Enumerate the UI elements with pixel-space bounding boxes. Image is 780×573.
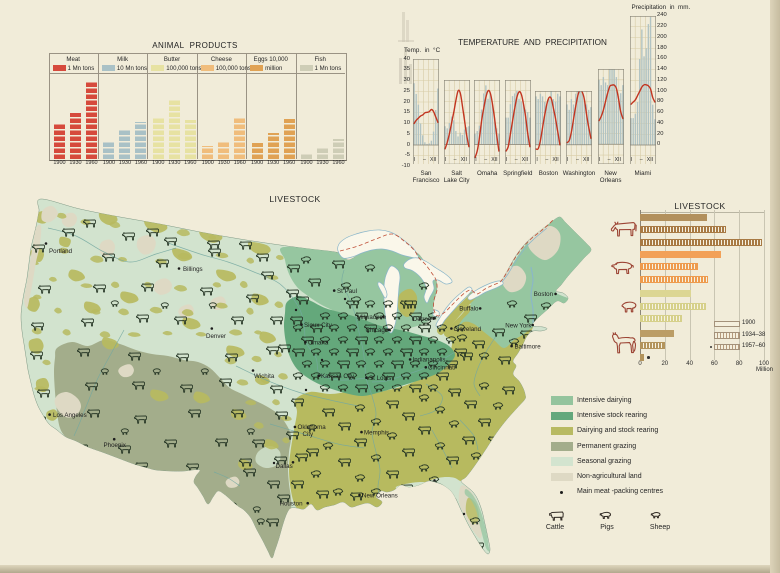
svg-text:Kansas City: Kansas City <box>321 373 355 380</box>
svg-text:Phoenix: Phoenix <box>104 442 127 449</box>
svg-text:Milwaukee: Milwaukee <box>357 314 387 321</box>
svg-text:Billings: Billings <box>183 266 203 273</box>
svg-text:Portland: Portland <box>49 248 73 255</box>
svg-text:Chicago: Chicago <box>366 327 389 334</box>
svg-text:Cleveland: Cleveland <box>454 326 482 333</box>
svg-text:Denver: Denver <box>206 333 226 340</box>
svg-text:Cincinnati: Cincinnati <box>428 365 455 372</box>
svg-text:Oklahoma: Oklahoma <box>298 424 327 431</box>
svg-text:Dallas: Dallas <box>276 463 293 470</box>
svg-text:New York: New York <box>505 322 532 329</box>
svg-text:St Paul: St Paul <box>337 288 357 295</box>
svg-text:Buffalo: Buffalo <box>459 306 479 313</box>
svg-text:Indianapolis: Indianapolis <box>413 357 446 364</box>
svg-text:Memphis: Memphis <box>364 429 389 436</box>
svg-text:Los Angeles: Los Angeles <box>53 412 87 419</box>
svg-text:Baltimore: Baltimore <box>515 343 542 350</box>
svg-text:Sioux City: Sioux City <box>304 322 333 329</box>
svg-text:Detroit: Detroit <box>413 316 432 323</box>
svg-text:New Orleans: New Orleans <box>362 492 398 499</box>
svg-text:Houston: Houston <box>280 501 304 508</box>
svg-text:Omaha: Omaha <box>308 339 329 346</box>
svg-text:Wichita: Wichita <box>254 373 275 380</box>
svg-text:City: City <box>303 431 315 438</box>
svg-text:Boston: Boston <box>534 291 554 298</box>
svg-text:St Louis: St Louis <box>369 375 391 382</box>
